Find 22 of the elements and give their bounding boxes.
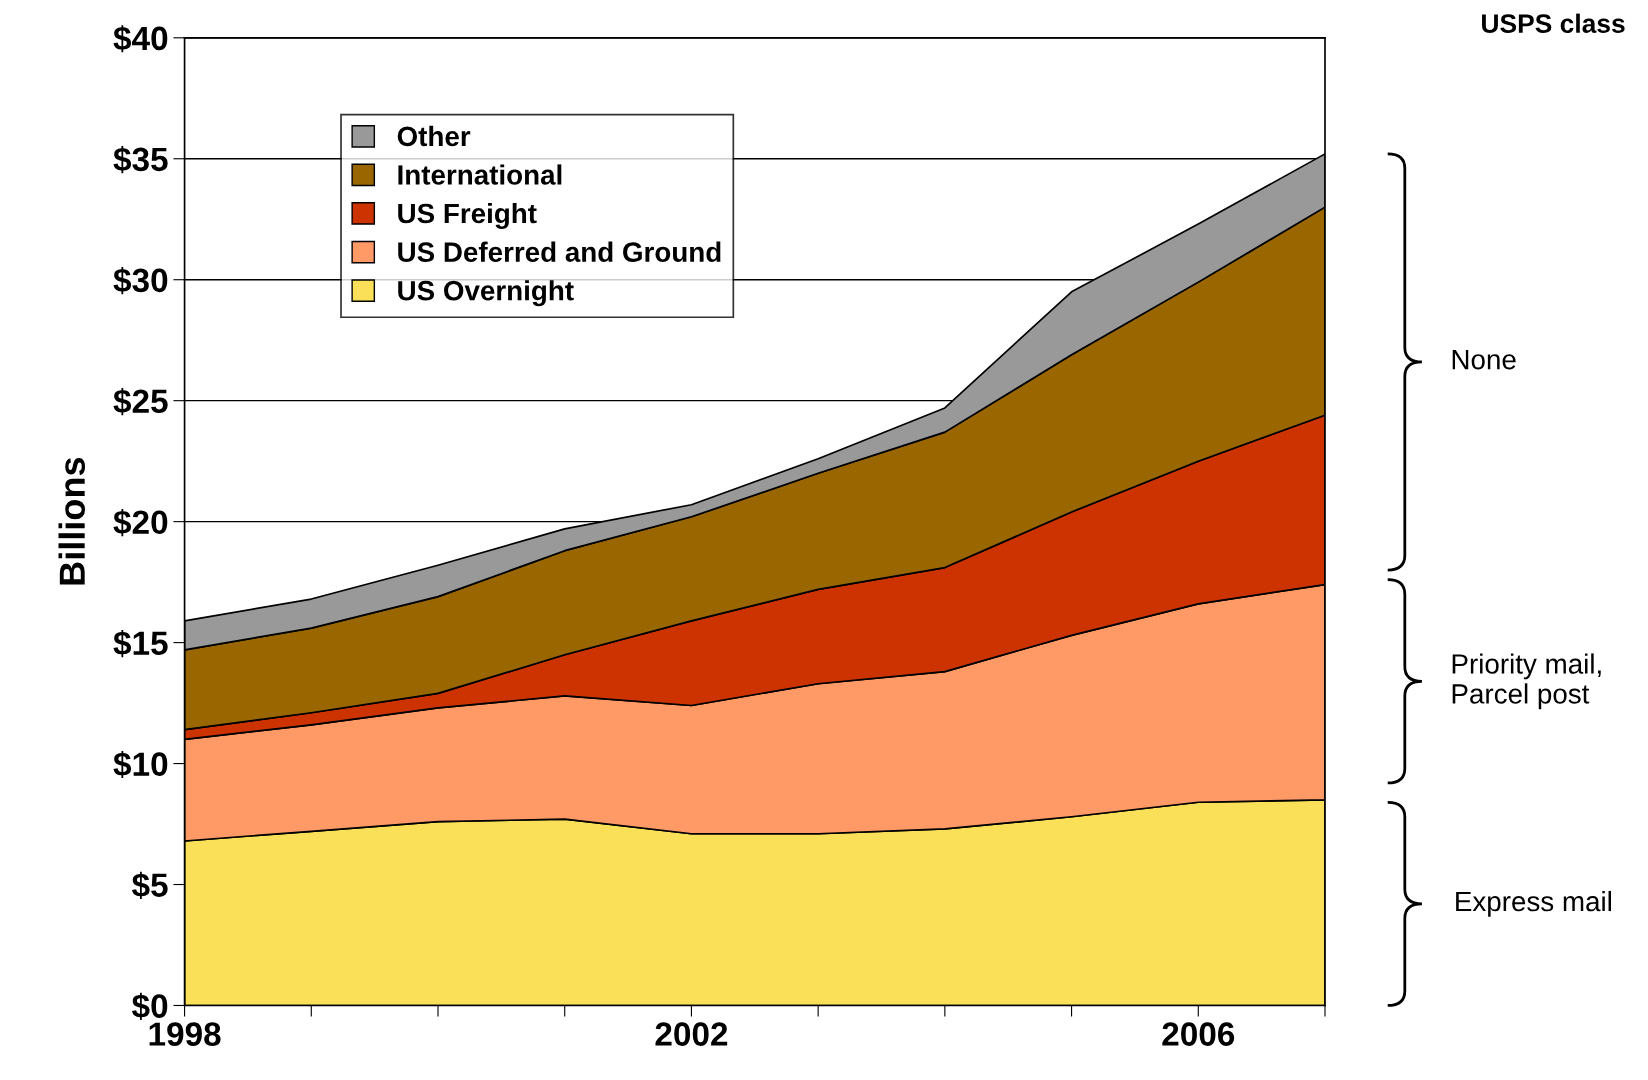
x-tick-label: 1998 <box>149 1022 221 1046</box>
legend-label: Other <box>397 125 471 147</box>
y-tick-label: $5 <box>131 871 168 900</box>
y-tick-label: $40 <box>113 25 168 53</box>
text: None <box>1452 350 1516 370</box>
y-axis-title: Billions <box>58 457 86 585</box>
text: Express mail <box>1456 890 1611 917</box>
text: Priority mail, Parcel post <box>1452 653 1601 710</box>
legend-label: US Overnight <box>398 280 574 307</box>
y-tick-label: $20 <box>113 508 168 537</box>
x-tick-label: 2006 <box>1162 1022 1235 1046</box>
legend-label: US Freight <box>398 202 537 229</box>
y-tick-label: $25 <box>113 388 168 416</box>
legend-label: US Deferred and Ground <box>398 241 721 262</box>
y-tick-label: $0 <box>131 992 168 1021</box>
y-tick-label: $30 <box>113 267 168 295</box>
text: USPS class <box>1482 13 1625 33</box>
legend-label: International <box>398 164 562 185</box>
y-tick-label: $15 <box>113 629 168 658</box>
y-tick-label: $10 <box>113 750 168 779</box>
y-tick-label: $35 <box>113 146 168 174</box>
x-tick-label: 2002 <box>655 1022 728 1046</box>
